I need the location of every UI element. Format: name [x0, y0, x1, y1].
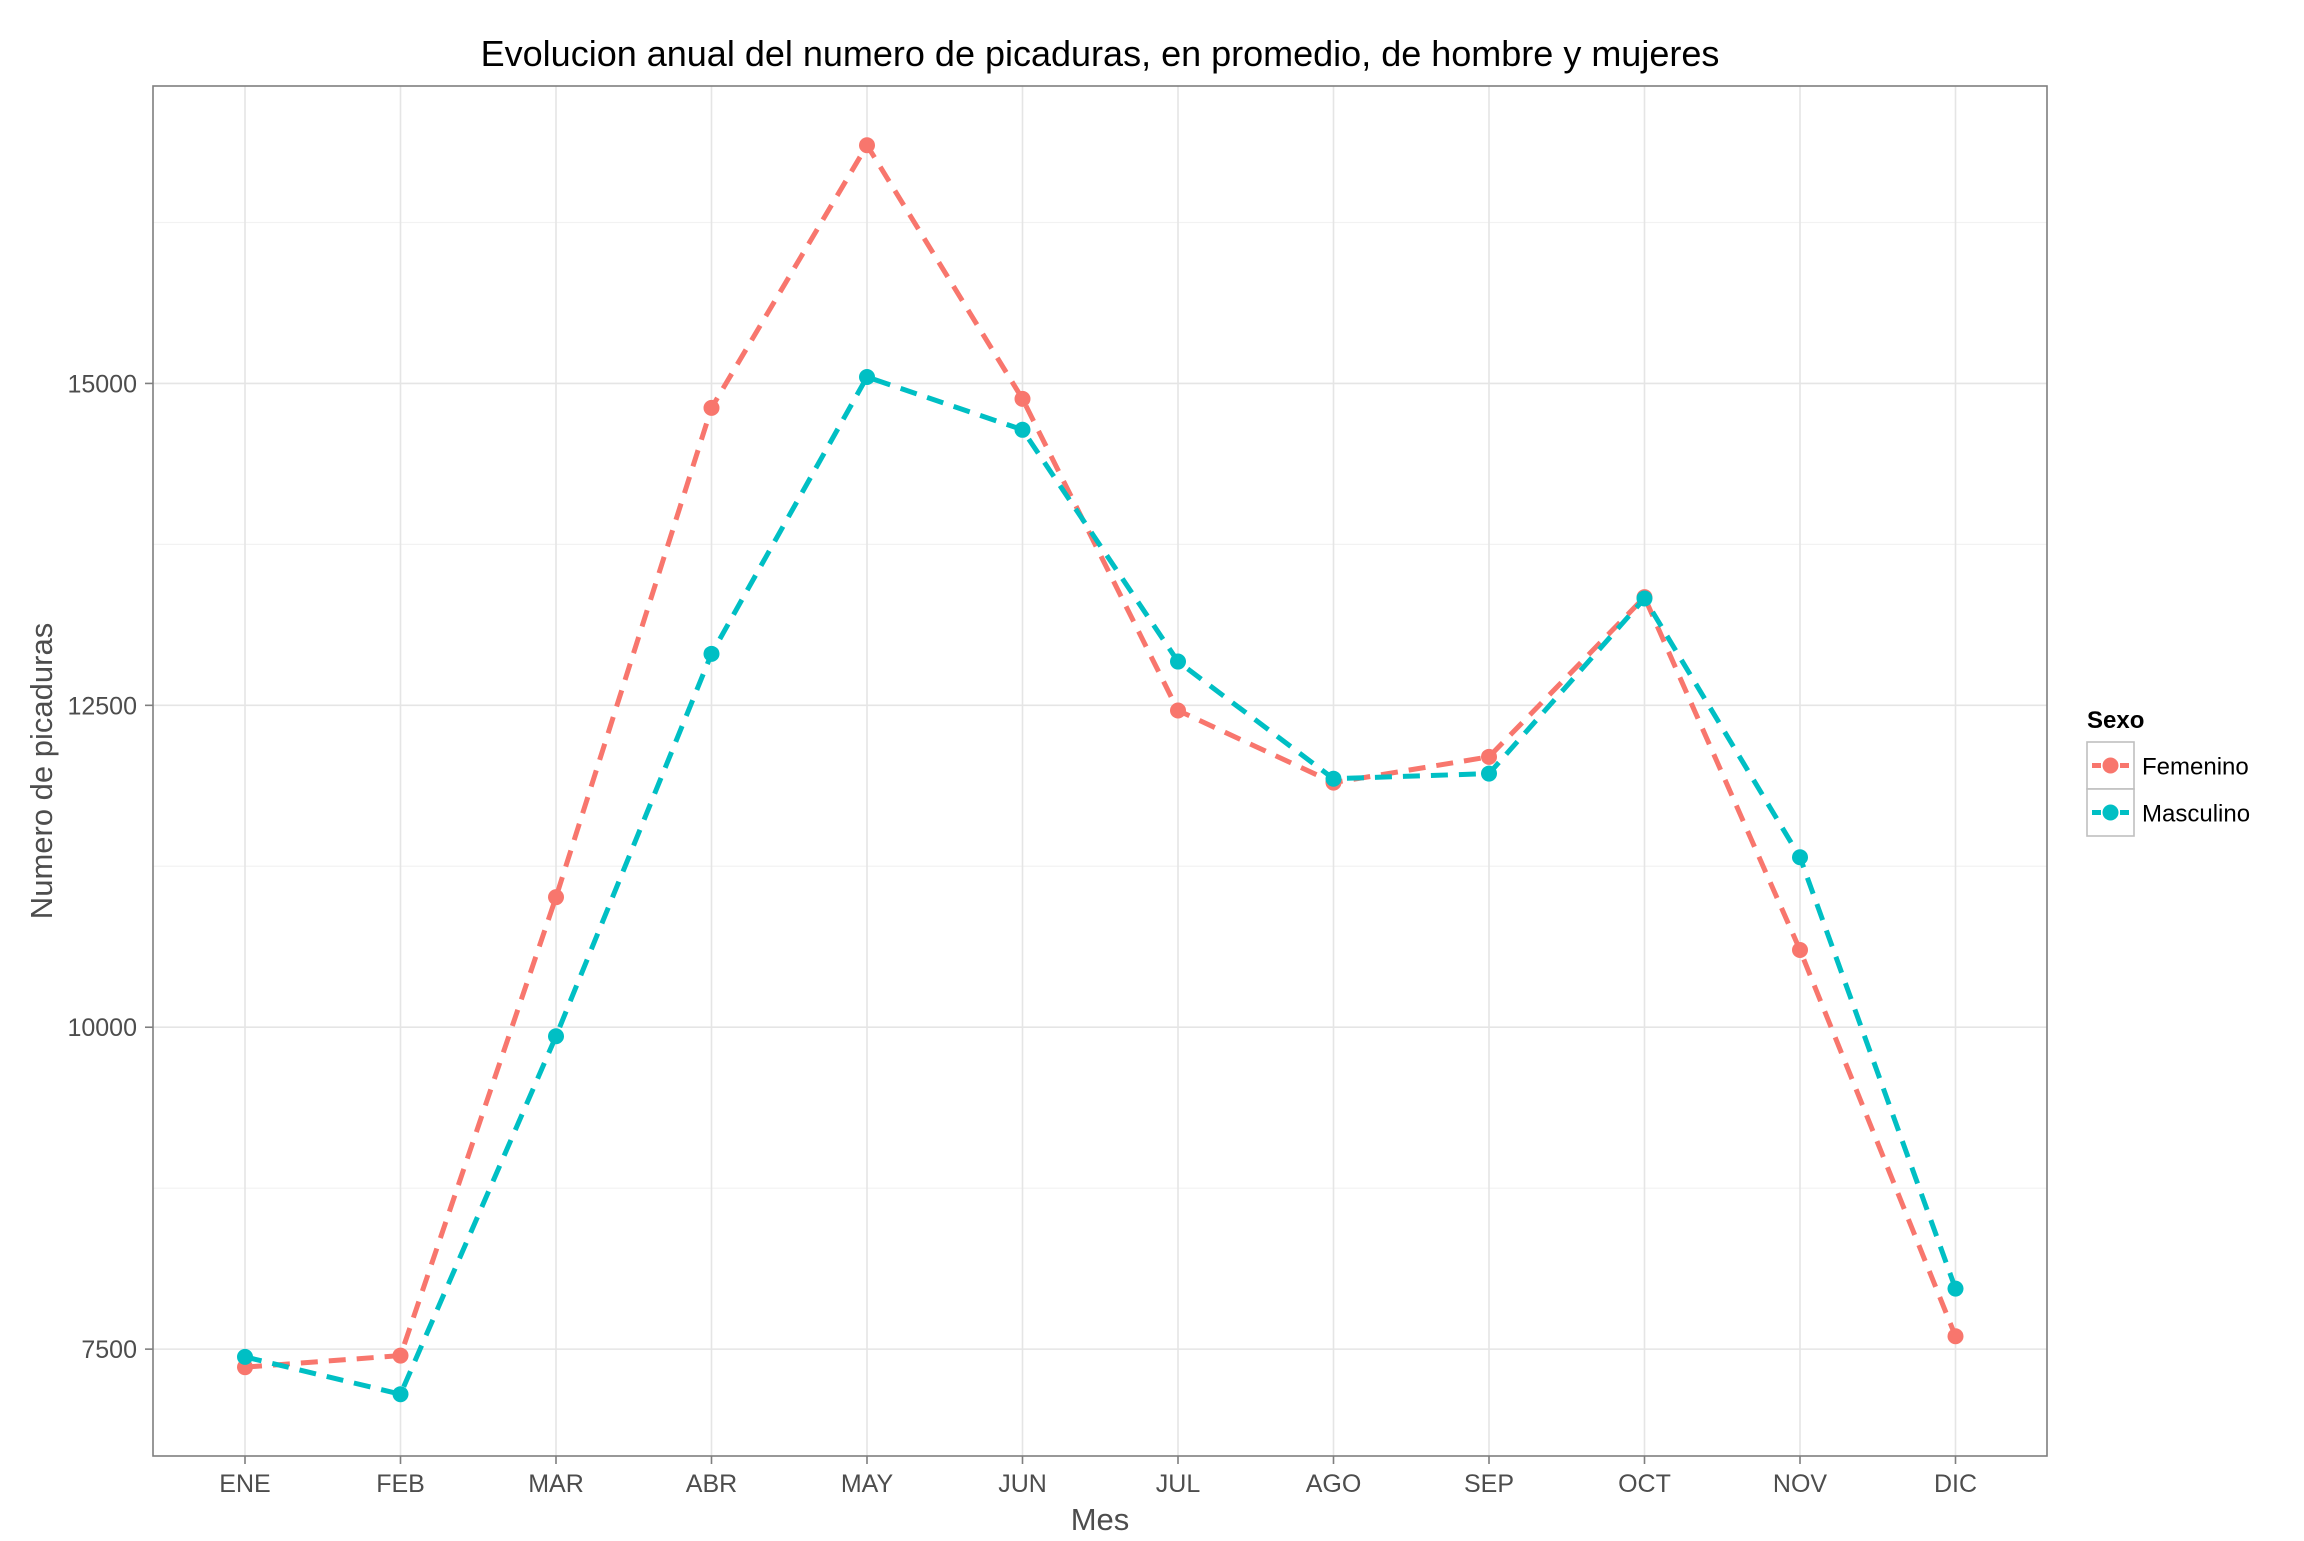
- series-line: [244, 374, 1958, 1397]
- y-tick-label: 12500: [67, 692, 137, 720]
- data-point: [1481, 748, 1497, 765]
- legend-key-point: [2102, 757, 2119, 774]
- data-point: [392, 1347, 409, 1364]
- axis-ticks: 7500 10000 12500 15000 ENE FEB MAR ABR MAY JUN JUL…: [67, 370, 1977, 1498]
- y-tick-label: 7500: [81, 1336, 137, 1364]
- x-tick-label: MAR: [528, 1470, 584, 1498]
- data-point: [1636, 590, 1653, 607]
- data-point: [1170, 653, 1186, 670]
- legend-label: Femenino: [2142, 754, 2249, 781]
- legend-title: Sexo: [2087, 707, 2144, 734]
- y-tick-label: 10000: [67, 1014, 137, 1042]
- legend-key-point: [2102, 804, 2119, 821]
- data-point: [548, 1028, 564, 1045]
- x-tick-label: SEP: [1464, 1470, 1514, 1498]
- data-point: [1792, 941, 1808, 958]
- x-tick-label: FEB: [376, 1470, 425, 1498]
- legend-item-femenino: Femenino: [2086, 741, 2249, 790]
- x-tick-label: NOV: [1773, 1470, 1828, 1498]
- data-point: [237, 1348, 253, 1365]
- data-point: [1947, 1280, 1964, 1297]
- data-point: [1947, 1328, 1964, 1345]
- data-point: [859, 368, 875, 385]
- x-tick-label: AGO: [1306, 1470, 1362, 1498]
- x-tick-label: JUL: [1156, 1470, 1201, 1498]
- data-point: [1792, 849, 1808, 866]
- series: [237, 137, 1964, 1403]
- x-tick-label: OCT: [1618, 1470, 1671, 1498]
- x-tick-label: ABR: [686, 1470, 737, 1498]
- data-point: [859, 137, 875, 154]
- data-point: [703, 399, 720, 416]
- data-point: [548, 889, 564, 906]
- data-point: [1481, 765, 1497, 782]
- plot-panel: [152, 85, 2048, 1457]
- data-point: [1170, 702, 1186, 719]
- x-axis-title: Mes: [1071, 1502, 1130, 1536]
- legend-label: Masculino: [2142, 801, 2250, 828]
- data-point: [1014, 390, 1031, 407]
- chart-title: Evolucion anual del numero de picaduras,…: [481, 33, 1720, 74]
- series-femenino: [237, 137, 1964, 1376]
- data-point: [1325, 770, 1342, 787]
- data-point: [703, 645, 720, 662]
- x-tick-label: JUN: [998, 1470, 1047, 1498]
- series-line: [244, 142, 1958, 1370]
- x-tick-label: DIC: [1934, 1470, 1977, 1498]
- y-tick-label: 15000: [67, 370, 137, 398]
- x-tick-label: MAY: [841, 1470, 894, 1498]
- legend-item-masculino: Masculino: [2086, 788, 2250, 837]
- x-tick-label: ENE: [219, 1470, 270, 1498]
- y-axis-title: Numero de picaduras: [24, 623, 59, 919]
- data-point: [392, 1386, 409, 1403]
- data-point: [1014, 421, 1031, 438]
- grid: [153, 86, 2047, 1456]
- series-masculino: [237, 368, 1964, 1403]
- legend: Sexo Femenino Masculino: [2086, 707, 2250, 837]
